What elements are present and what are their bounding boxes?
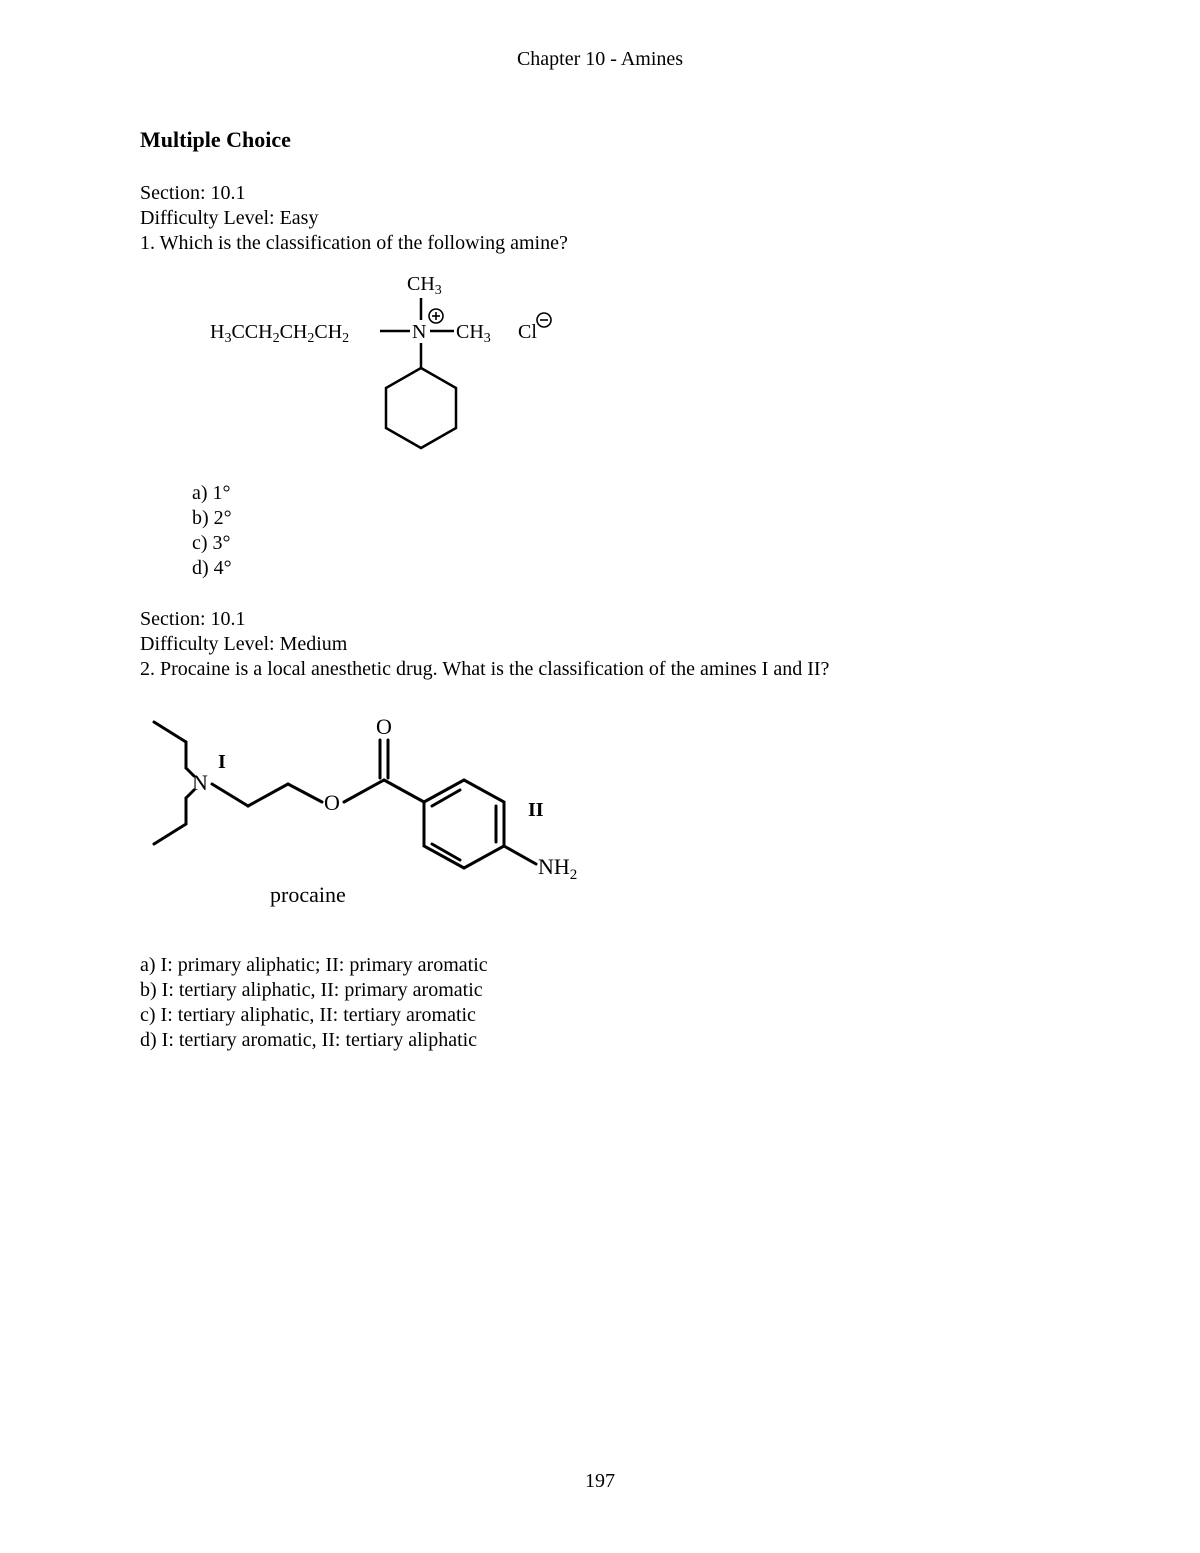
page-number: 197 — [0, 1470, 1200, 1493]
q1-cyclohexane — [386, 368, 456, 448]
q1-prompt: 1. Which is the classification of the fo… — [140, 231, 1060, 256]
page: Chapter 10 - Amines Multiple Choice Sect… — [0, 0, 1200, 1553]
q2-section: Section: 10.1 — [140, 607, 1060, 632]
q2-options: a) I: primary aliphatic; II: primary aro… — [140, 953, 1060, 1053]
q2-label-ii: II — [528, 799, 544, 821]
q1-option-b: b) 2° — [192, 506, 1060, 531]
q2-option-c: c) I: tertiary aliphatic, II: tertiary a… — [140, 1003, 1060, 1028]
q1-block: Section: 10.1 Difficulty Level: Easy 1. … — [140, 181, 1060, 581]
q1-option-a: a) 1° — [192, 481, 1060, 506]
q2-difficulty: Difficulty Level: Medium — [140, 632, 1060, 657]
q2-nh2: NH2 — [538, 854, 577, 883]
q1-right-ch3: CH3 — [456, 321, 491, 346]
q2-ch2a — [212, 784, 248, 806]
q1-structure-svg: H3CCH2CH2CH2 N CH3 CH3 Cl — [200, 268, 660, 468]
q1-cl: Cl — [518, 321, 537, 343]
q2-ethyl1a — [154, 722, 186, 742]
q2-ethyl2b — [154, 824, 186, 844]
q1-option-d: d) 4° — [192, 556, 1060, 581]
q1-section: Section: 10.1 — [140, 181, 1060, 206]
q1-figure: H3CCH2CH2CH2 N CH3 CH3 Cl — [200, 268, 1060, 473]
q2-o-carbonyl: O — [376, 714, 392, 739]
q1-left-chain: H3CCH2CH2CH2 — [210, 321, 349, 346]
spacer — [140, 581, 1060, 607]
q2-c-ring — [384, 780, 424, 802]
q2-o-ester: O — [324, 790, 340, 815]
q2-block: Section: 10.1 Difficulty Level: Medium 2… — [140, 607, 1060, 1053]
q1-difficulty: Difficulty Level: Easy — [140, 206, 1060, 231]
section-title: Multiple Choice — [140, 127, 1060, 153]
q2-option-d: d) I: tertiary aromatic, II: tertiary al… — [140, 1028, 1060, 1053]
q2-ring-nh2 — [504, 846, 536, 864]
q2-label-i: I — [218, 751, 226, 773]
q2-n-label: N — [192, 770, 208, 795]
q1-n-atom: N — [412, 321, 426, 343]
q1-option-c: c) 3° — [192, 531, 1060, 556]
q2-benzene — [424, 780, 504, 868]
q1-top-ch3: CH3 — [407, 273, 442, 298]
q2-o-c — [344, 780, 384, 802]
q2-to-o — [288, 784, 322, 802]
q2-prompt: 2. Procaine is a local anesthetic drug. … — [140, 657, 1060, 682]
q2-option-a: a) I: primary aliphatic; II: primary aro… — [140, 953, 1060, 978]
q2-option-b: b) I: tertiary aliphatic, II: primary ar… — [140, 978, 1060, 1003]
q2-ch2b — [248, 784, 288, 806]
q2-name-label: procaine — [270, 882, 346, 907]
q2-ar1 — [432, 790, 460, 806]
chapter-header: Chapter 10 - Amines — [140, 48, 1060, 71]
q2-structure-svg: N O O NH2 I II procaine — [140, 702, 660, 932]
q1-options: a) 1° b) 2° c) 3° d) 4° — [192, 481, 1060, 581]
q2-figure: N O O NH2 I II procaine — [140, 702, 1060, 937]
